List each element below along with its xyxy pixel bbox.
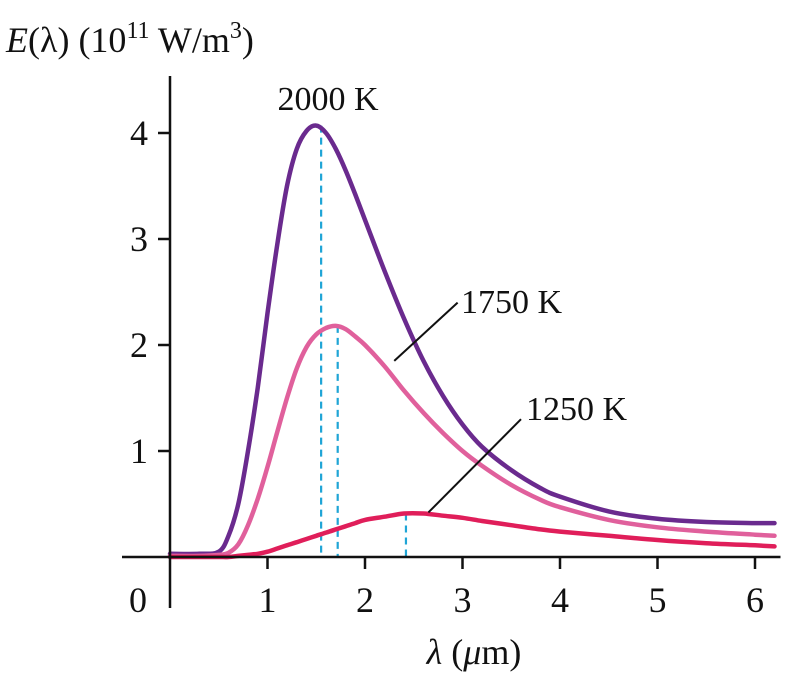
curves <box>167 123 777 560</box>
label-leaders <box>393 301 522 514</box>
x-tick-label: 6 <box>746 580 764 620</box>
leader-line <box>427 418 522 514</box>
origin-label: 0 <box>129 580 147 620</box>
series-line-2000k <box>167 123 777 557</box>
leader-line <box>393 301 459 362</box>
y-tick-label: 4 <box>130 113 148 153</box>
x-tick-label: 4 <box>551 580 569 620</box>
x-tick-label: 5 <box>649 580 667 620</box>
curve-label-1250k: 1250 K <box>526 391 628 428</box>
x-axis-title: λ (μm) <box>426 632 522 672</box>
peak-markers <box>320 125 408 557</box>
series-line-1750k <box>167 323 777 559</box>
x-tick-label: 3 <box>454 580 472 620</box>
ticks: 1 2 3 4 5 6 1 2 3 4 <box>130 113 764 620</box>
y-tick-label: 3 <box>130 219 148 259</box>
series-line-1250k <box>167 510 777 560</box>
y-axis-title: E(λ) (1011 W/m3) <box>5 18 254 60</box>
x-tick-label: 1 <box>259 580 277 620</box>
x-tick-label: 2 <box>356 580 374 620</box>
axes <box>122 76 781 608</box>
curve-label-2000k: 2000 K <box>277 81 379 118</box>
y-tick-label: 2 <box>130 325 148 365</box>
y-tick-label: 1 <box>130 431 148 471</box>
curve-label-1750k: 1750 K <box>461 284 563 321</box>
